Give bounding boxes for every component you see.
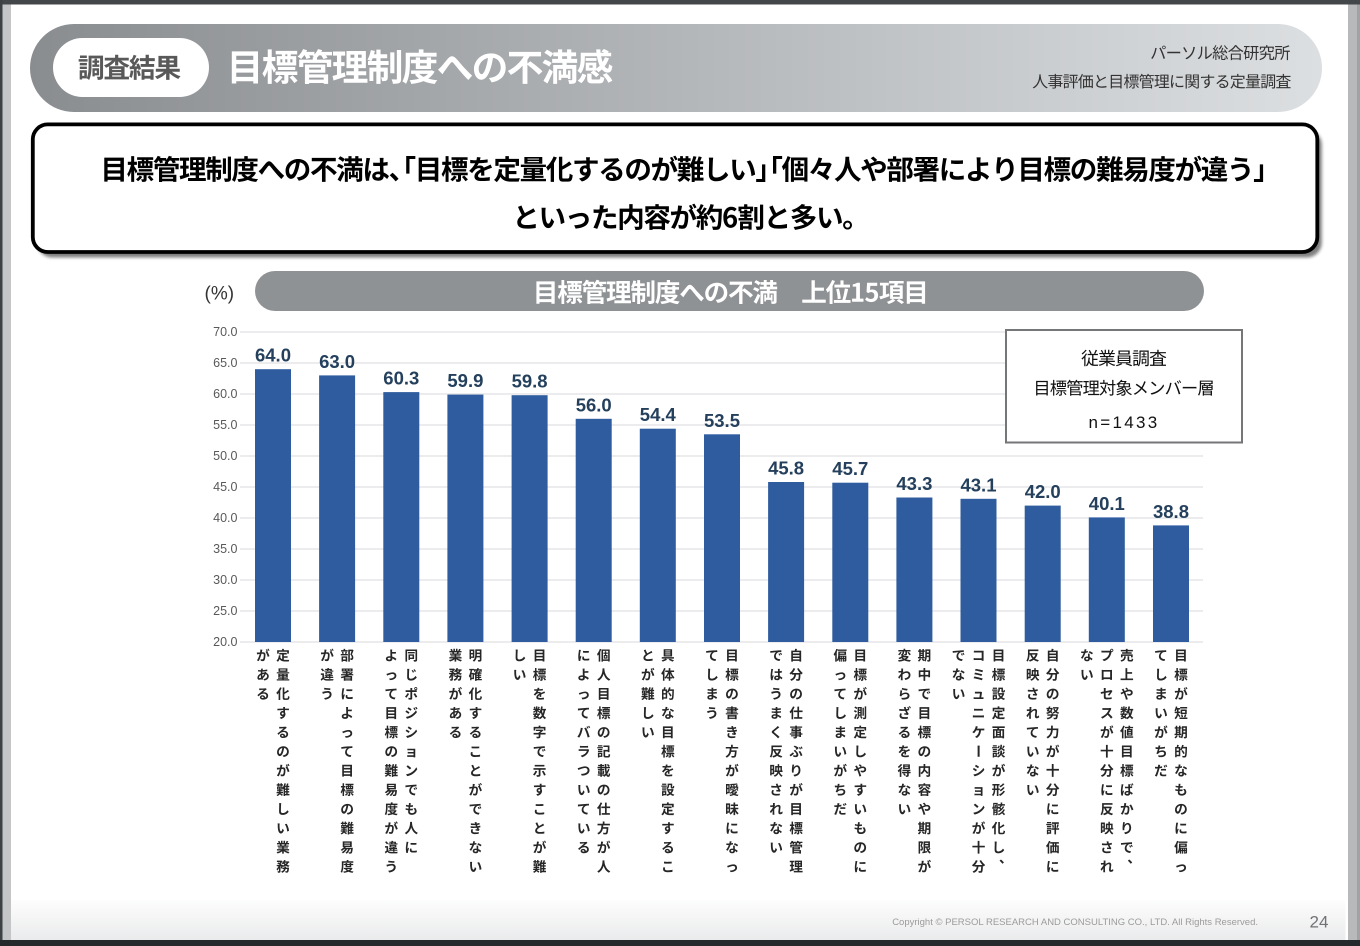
svg-text:n=1433: n=1433 (1088, 413, 1159, 432)
svg-text:38.8: 38.8 (1153, 501, 1189, 522)
svg-text:45.0: 45.0 (213, 480, 237, 494)
svg-text:30.0: 30.0 (213, 573, 237, 587)
svg-text:70.0: 70.0 (213, 325, 237, 339)
svg-text:64.0: 64.0 (255, 345, 291, 366)
svg-text:Copyright © PERSOL RESEARCH AN: Copyright © PERSOL RESEARCH AND CONSULTI… (892, 917, 1258, 928)
svg-text:40.1: 40.1 (1089, 493, 1125, 514)
svg-text:43.1: 43.1 (960, 474, 996, 495)
svg-text:59.8: 59.8 (512, 371, 548, 392)
svg-text:35.0: 35.0 (213, 542, 237, 556)
svg-text:50.0: 50.0 (213, 449, 237, 463)
svg-text:42.0: 42.0 (1025, 481, 1061, 502)
svg-text:56.0: 56.0 (576, 394, 612, 415)
svg-text:59.9: 59.9 (447, 370, 483, 391)
svg-text:25.0: 25.0 (213, 604, 237, 618)
svg-text:54.4: 54.4 (640, 404, 677, 425)
svg-text:55.0: 55.0 (213, 418, 237, 432)
svg-text:60.0: 60.0 (213, 387, 237, 401)
svg-text:20.0: 20.0 (213, 635, 237, 649)
svg-text:45.8: 45.8 (768, 458, 804, 479)
svg-text:45.7: 45.7 (832, 458, 868, 479)
svg-text:53.5: 53.5 (704, 410, 740, 431)
svg-text:43.3: 43.3 (896, 473, 932, 494)
svg-text:(%): (%) (205, 284, 235, 305)
svg-text:24: 24 (1310, 913, 1329, 932)
svg-text:65.0: 65.0 (213, 356, 237, 370)
svg-text:63.0: 63.0 (319, 351, 355, 372)
svg-text:40.0: 40.0 (213, 511, 237, 525)
svg-text:60.3: 60.3 (383, 368, 419, 389)
